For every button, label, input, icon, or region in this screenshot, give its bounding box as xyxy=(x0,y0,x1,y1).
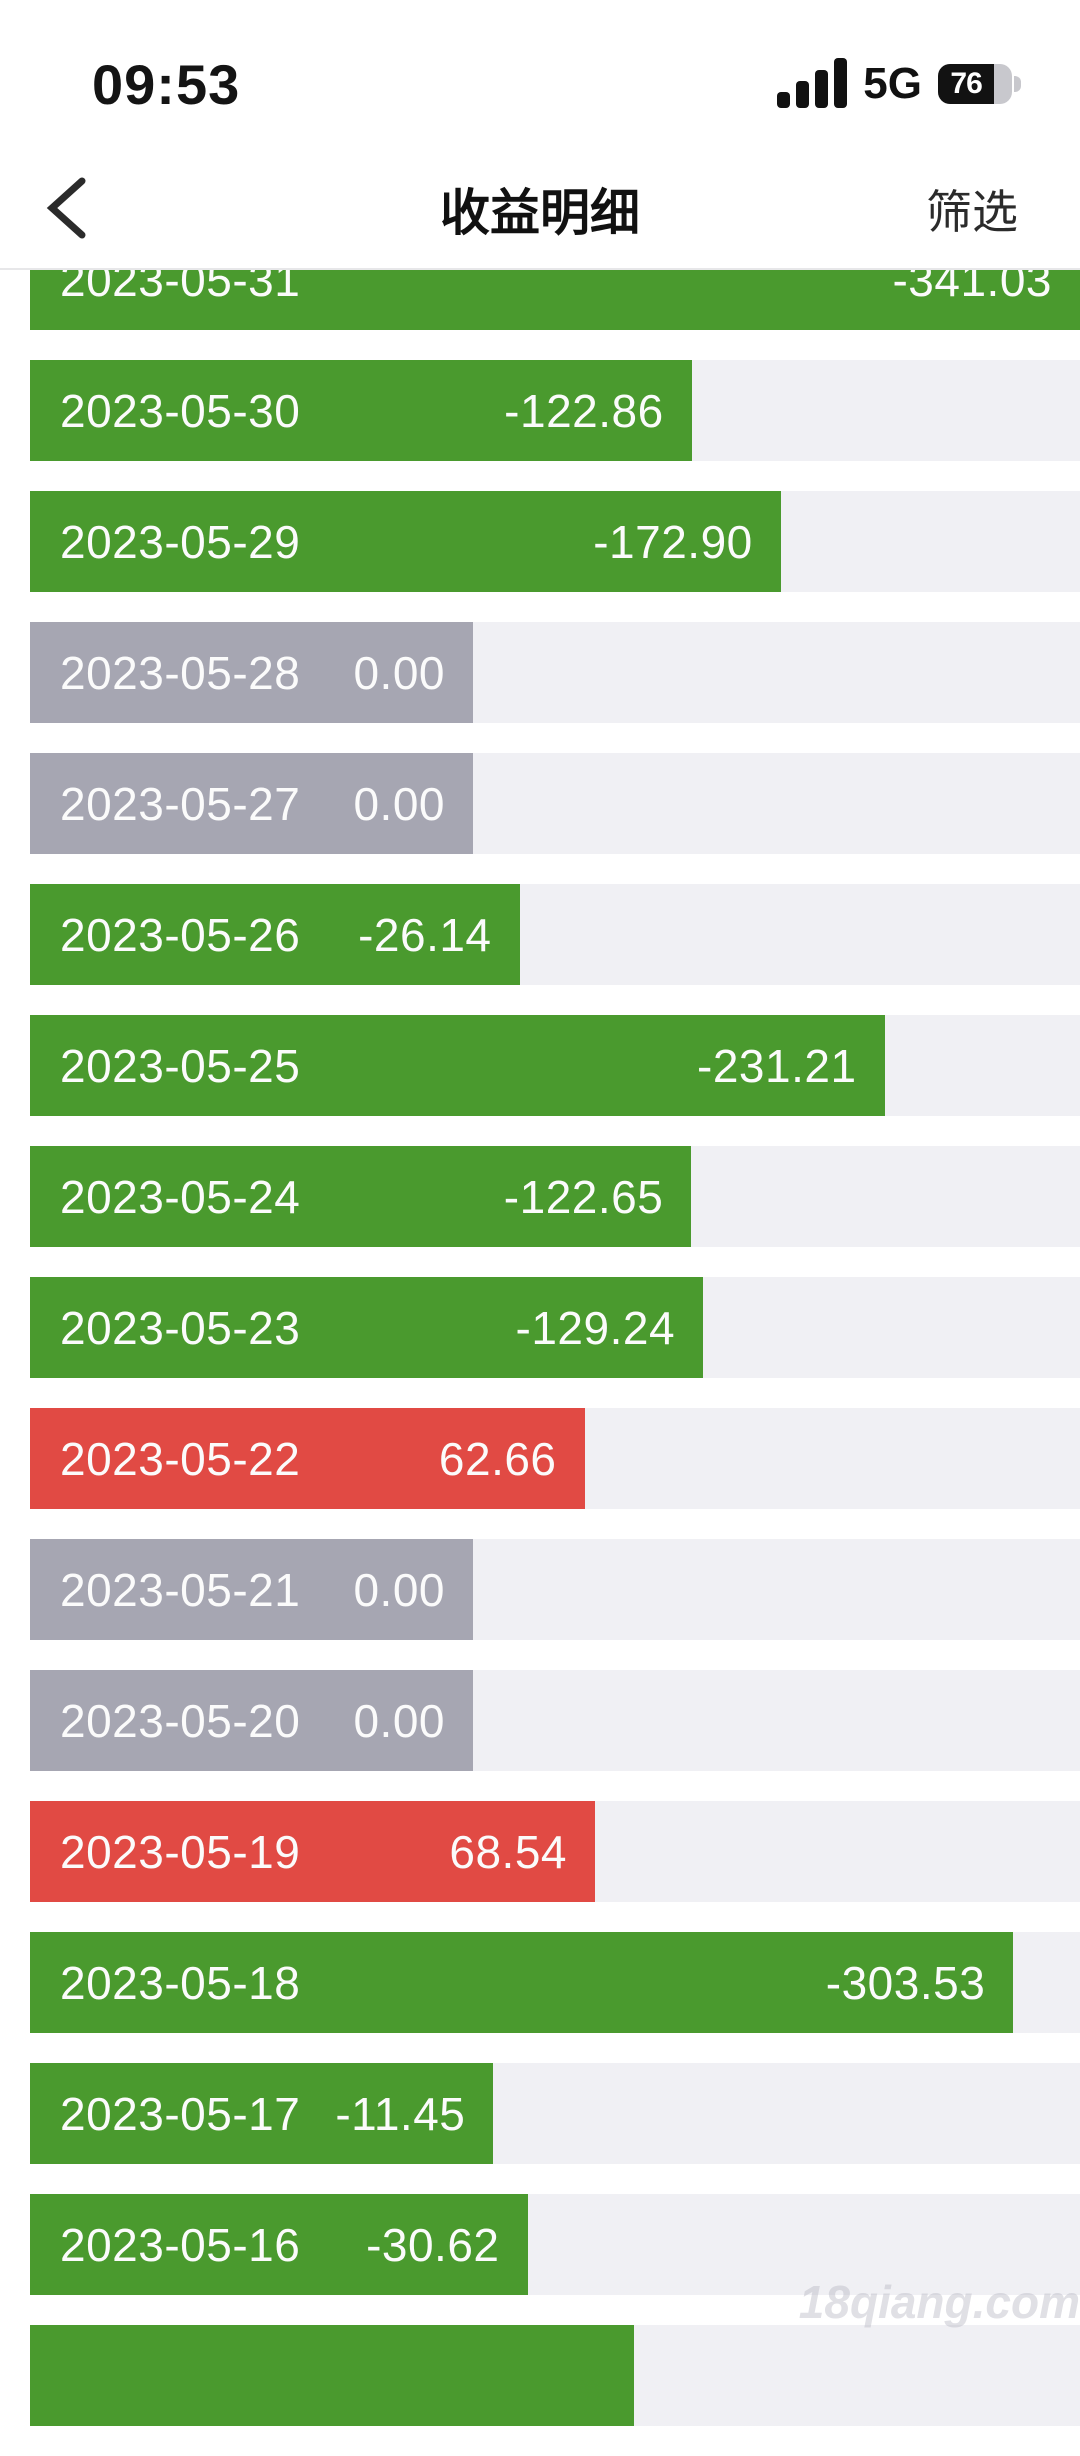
bar-track: 2023-05-16 -30.62 xyxy=(30,2194,1080,2295)
bar-track: 2023-05-29 -172.90 xyxy=(30,491,1080,592)
bar-track: 2023-05-30 -122.86 xyxy=(30,360,1080,461)
row-value: -303.53 xyxy=(825,1956,986,2009)
row-date: 2023-05-16 xyxy=(60,2218,301,2271)
bar-track: 2023-05-25 -231.21 xyxy=(30,1015,1080,1116)
battery-fill xyxy=(938,64,995,104)
status-time: 09:53 xyxy=(92,53,241,116)
earnings-row[interactable]: 2023-05-26 -26.14 xyxy=(0,884,1080,985)
bar-track: 2023-05-21 0.00 xyxy=(30,1539,1080,1640)
value-bar: 2023-05-30 -122.86 xyxy=(30,360,692,461)
row-date: 2023-05-29 xyxy=(60,515,301,568)
status-right-cluster: 5G 76 xyxy=(777,58,1022,110)
bar-track: 2023-05-19 68.54 xyxy=(30,1801,1080,1902)
bar-track: 2023-05-27 0.00 xyxy=(30,753,1080,854)
earnings-row[interactable]: 2023-05-17 -11.45 xyxy=(0,2063,1080,2164)
value-bar: 2023-05-25 -231.21 xyxy=(30,1015,885,1116)
value-bar: 2023-05-26 -26.14 xyxy=(30,884,520,985)
row-value: -129.24 xyxy=(515,1301,676,1354)
row-date: 2023-05-19 xyxy=(60,1825,301,1878)
row-date: 2023-05-25 xyxy=(60,1039,301,1092)
earnings-row[interactable]: 2023-05-23 -129.24 xyxy=(0,1277,1080,1378)
earnings-row[interactable]: 2023-05-21 0.00 xyxy=(0,1539,1080,1640)
earnings-row[interactable]: 2023-05-20 0.00 xyxy=(0,1670,1080,1771)
row-date: 2023-05-22 xyxy=(60,1432,301,1485)
earnings-row[interactable]: 2023-05-19 68.54 xyxy=(0,1801,1080,1902)
bar-track: 2023-05-17 -11.45 xyxy=(30,2063,1080,2164)
page-title: 收益明细 xyxy=(440,185,640,241)
value-bar: 2023-05-27 0.00 xyxy=(30,753,473,854)
earnings-list: 2023-05-31 -341.03 2023-05-30 -122.86 20… xyxy=(0,229,1080,2456)
network-type-label: 5G xyxy=(863,59,922,108)
value-bar: 2023-05-24 -122.65 xyxy=(30,1146,692,1247)
row-value: 0.00 xyxy=(353,646,445,699)
row-value: -172.90 xyxy=(593,515,753,568)
row-date: 2023-05-17 xyxy=(60,2087,301,2140)
bar-track: 2023-05-26 -26.14 xyxy=(30,884,1080,985)
value-bar: 2023-05-29 -172.90 xyxy=(30,491,781,592)
row-value: 0.00 xyxy=(353,1694,445,1747)
row-value: -231.21 xyxy=(697,1039,857,1092)
row-date: 2023-05-20 xyxy=(60,1694,301,1747)
signal-strength-icon xyxy=(777,58,848,110)
bar-track xyxy=(30,2325,1080,2426)
battery-cap xyxy=(1014,76,1021,92)
value-bar: 2023-05-28 0.00 xyxy=(30,622,473,723)
row-value: 62.66 xyxy=(438,1432,557,1485)
earnings-row[interactable]: 2023-05-27 0.00 xyxy=(0,753,1080,854)
value-bar xyxy=(30,2325,634,2426)
value-bar: 2023-05-21 0.00 xyxy=(30,1539,473,1640)
row-value: 0.00 xyxy=(353,777,445,830)
earnings-row[interactable]: 2023-05-30 -122.86 xyxy=(0,360,1080,461)
earnings-row[interactable] xyxy=(0,2325,1080,2426)
value-bar: 2023-05-19 68.54 xyxy=(30,1801,595,1902)
bar-track: 2023-05-22 62.66 xyxy=(30,1408,1080,1509)
filter-button[interactable]: 筛选 xyxy=(926,186,1018,238)
status-bar: 09:53 5G 76 xyxy=(0,0,1080,150)
value-bar: 2023-05-20 0.00 xyxy=(30,1670,473,1771)
row-date: 2023-05-26 xyxy=(60,908,301,961)
row-date: 2023-05-24 xyxy=(60,1170,301,1223)
earnings-row[interactable]: 2023-05-29 -172.90 xyxy=(0,491,1080,592)
value-bar: 2023-05-22 62.66 xyxy=(30,1408,585,1509)
row-date: 2023-05-21 xyxy=(60,1563,301,1616)
row-value: -11.45 xyxy=(335,2087,466,2140)
row-date: 2023-05-27 xyxy=(60,777,301,830)
bar-track: 2023-05-24 -122.65 xyxy=(30,1146,1080,1247)
nav-bar: 收益明细 筛选 xyxy=(0,150,1080,270)
value-bar: 2023-05-16 -30.62 xyxy=(30,2194,528,2295)
row-value: -26.14 xyxy=(358,908,492,961)
earnings-row[interactable]: 2023-05-22 62.66 xyxy=(0,1408,1080,1509)
earnings-row[interactable]: 2023-05-18 -303.53 xyxy=(0,1932,1080,2033)
battery-percent: 76 xyxy=(950,67,982,100)
earnings-row[interactable]: 2023-05-28 0.00 xyxy=(0,622,1080,723)
bar-track: 2023-05-20 0.00 xyxy=(30,1670,1080,1771)
value-bar: 2023-05-18 -303.53 xyxy=(30,1932,1014,2033)
row-value: -122.65 xyxy=(503,1170,664,1223)
earnings-row[interactable]: 2023-05-25 -231.21 xyxy=(0,1015,1080,1116)
row-value: 0.00 xyxy=(353,1563,445,1616)
row-value: -122.86 xyxy=(504,384,664,437)
earnings-row[interactable]: 2023-05-16 -30.62 xyxy=(0,2194,1080,2295)
row-date: 2023-05-30 xyxy=(60,384,301,437)
row-date: 2023-05-18 xyxy=(60,1956,301,2009)
row-date: 2023-05-23 xyxy=(60,1301,301,1354)
bar-track: 2023-05-18 -303.53 xyxy=(30,1932,1080,2033)
row-value: 68.54 xyxy=(449,1825,567,1878)
value-bar: 2023-05-23 -129.24 xyxy=(30,1277,704,1378)
row-value: -30.62 xyxy=(366,2218,500,2271)
back-button[interactable] xyxy=(44,176,88,240)
value-bar: 2023-05-17 -11.45 xyxy=(30,2063,494,2164)
bar-track: 2023-05-23 -129.24 xyxy=(30,1277,1080,1378)
earnings-row[interactable]: 2023-05-24 -122.65 xyxy=(0,1146,1080,1247)
battery-icon: 76 xyxy=(938,64,1021,104)
bar-track: 2023-05-28 0.00 xyxy=(30,622,1080,723)
row-date: 2023-05-28 xyxy=(60,646,301,699)
